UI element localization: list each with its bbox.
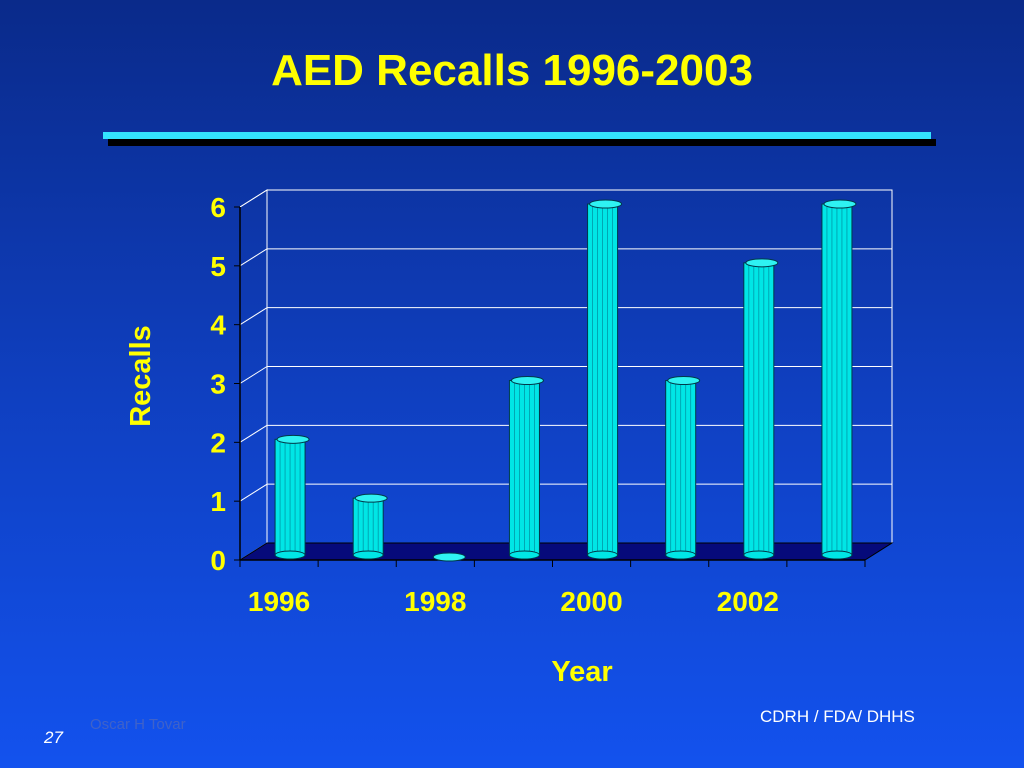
slide-title: AED Recalls 1996-2003: [271, 46, 753, 95]
bar-base: [743, 550, 775, 560]
bar: [743, 258, 779, 560]
bar-base: [274, 550, 306, 560]
x-tick-label: 1998: [404, 586, 466, 617]
footer-org: CDRH / FDA/ DHHS: [760, 707, 915, 726]
gridline-side: [239, 483, 268, 502]
y-tick-label: 2: [210, 427, 226, 458]
title-rule: [103, 132, 931, 139]
bar-base: [352, 550, 384, 560]
page-number: 27: [44, 728, 63, 747]
gridline-side: [239, 366, 268, 384]
bar: [352, 493, 388, 560]
y-tick-label: 3: [210, 369, 226, 400]
x-tick-label: 2000: [560, 586, 622, 617]
y-axis-title: Recalls: [125, 325, 157, 427]
bar-base: [508, 550, 540, 560]
bar: [665, 376, 701, 560]
gridline-side: [239, 424, 268, 443]
footer-author: Oscar H Tovar: [90, 716, 186, 733]
gridline-side: [239, 248, 268, 267]
x-axis-title: Year: [551, 656, 612, 688]
bar-top: [667, 376, 701, 385]
y-tick-label: 1: [210, 486, 226, 517]
y-tick-label: 5: [210, 251, 226, 282]
bar: [432, 552, 466, 562]
chart-bars: [274, 199, 857, 562]
bar-top: [432, 552, 466, 562]
bar-base: [665, 550, 697, 560]
gridline-side: [239, 189, 268, 208]
y-tick-label: 0: [210, 545, 226, 576]
x-tick-label: 1996: [248, 586, 310, 617]
title-rule-shadow: [108, 139, 936, 146]
x-tick-label: 2002: [717, 586, 779, 617]
bar: [587, 199, 623, 560]
gridline-side: [239, 307, 268, 326]
bar: [274, 434, 310, 560]
bar-top: [510, 376, 544, 385]
chart-labels: 0 1 2 3 4 5 6 1996 1998 2000 2002 Year Recalls: [125, 192, 779, 688]
bar-base: [587, 550, 619, 560]
chart-floor: [238, 542, 894, 561]
bar-top: [589, 199, 623, 209]
bar-base: [821, 550, 853, 560]
chart-grid: [234, 189, 894, 567]
bar: [821, 199, 857, 560]
bar: [508, 376, 544, 560]
y-tick-label: 4: [210, 310, 226, 341]
bar-top: [276, 434, 310, 444]
bar-top: [823, 199, 857, 209]
y-tick-label: 6: [210, 192, 226, 223]
bar-top: [354, 493, 388, 503]
bar-top: [745, 258, 779, 268]
